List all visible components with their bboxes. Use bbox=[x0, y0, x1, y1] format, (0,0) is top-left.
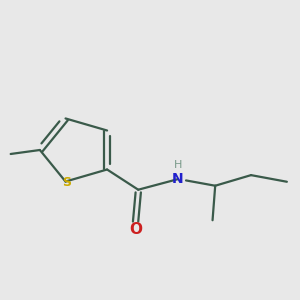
Text: N: N bbox=[172, 172, 184, 186]
Text: H: H bbox=[174, 160, 182, 170]
Text: O: O bbox=[129, 222, 142, 237]
Text: S: S bbox=[62, 176, 71, 189]
